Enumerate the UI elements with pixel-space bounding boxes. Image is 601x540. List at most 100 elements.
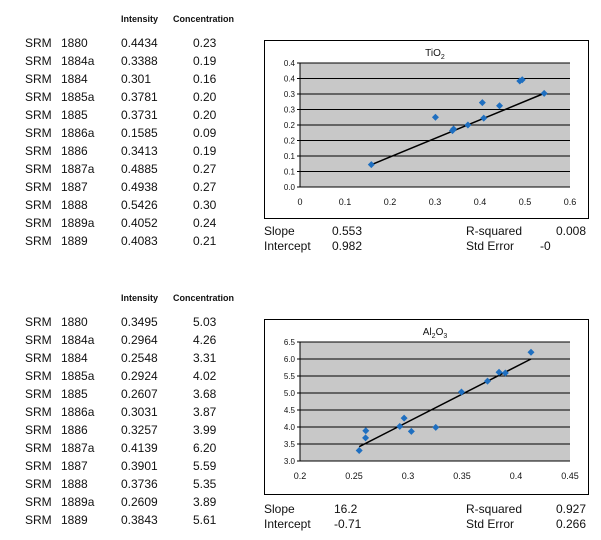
al2o3-chart: 3.0 3.5 4.0 4.5 5.0 5.5 6.0 6.5 0.2 0.25 0.3 0.35 0.… bbox=[284, 327, 579, 481]
intensity-cell: 0.4938 bbox=[121, 180, 158, 194]
concentration-cell: 0.23 bbox=[193, 36, 217, 50]
intensity-cell: 0.2548 bbox=[121, 351, 158, 365]
srm-cell: SRM bbox=[25, 126, 52, 140]
tio2-chart-box: 0.0 0.1 0.1 0.2 0.2 0.3 0.3 0.4 0.4 0 0.1 0.2 0.3 0.4… bbox=[264, 40, 589, 219]
srm-cell: SRM bbox=[25, 423, 52, 437]
rsquared-value: 0.927 bbox=[556, 502, 587, 516]
intensity-cell: 0.4083 bbox=[121, 234, 158, 248]
id-cell: 1884a bbox=[61, 333, 95, 347]
concentration-cell: 4.26 bbox=[193, 333, 217, 347]
srm-cell: SRM bbox=[25, 387, 52, 401]
concentration-cell: 0.16 bbox=[193, 72, 217, 86]
data-point bbox=[367, 161, 375, 169]
std-error-label: Std Error bbox=[466, 239, 515, 253]
id-cell: 1885a bbox=[61, 369, 95, 383]
data-point bbox=[540, 89, 548, 97]
id-cell: 1889a bbox=[61, 495, 95, 509]
x-tick-label: 0.5 bbox=[519, 197, 532, 207]
intensity-cell: 0.3901 bbox=[121, 459, 158, 473]
rsquared-value: 0.008 bbox=[556, 224, 587, 238]
id-cell: 1888 bbox=[61, 477, 88, 491]
srm-cell: SRM bbox=[25, 234, 52, 248]
srm-cell: SRM bbox=[25, 405, 52, 419]
x-tick-label: 0.3 bbox=[402, 471, 415, 481]
data-point bbox=[518, 76, 526, 84]
srm-cell: SRM bbox=[25, 216, 52, 230]
id-cell: 1889 bbox=[61, 234, 88, 248]
id-cell: 1886a bbox=[61, 405, 95, 419]
srm-cell: SRM bbox=[25, 495, 52, 509]
concentration-cell: 0.19 bbox=[193, 144, 217, 158]
srm-cell: SRM bbox=[25, 369, 52, 383]
concentration-cell: 3.31 bbox=[193, 351, 217, 365]
intensity-cell: 0.301 bbox=[121, 72, 152, 86]
srm-cell: SRM bbox=[25, 315, 52, 329]
data-point bbox=[432, 423, 440, 431]
x-tick-label: 0.4 bbox=[474, 197, 487, 207]
x-tick-label: 0.25 bbox=[345, 471, 363, 481]
intensity-cell: 0.3781 bbox=[121, 90, 158, 104]
concentration-cell: 6.20 bbox=[193, 441, 217, 455]
y-tick-label: 0.2 bbox=[284, 137, 296, 146]
std-error-value: -0 bbox=[540, 239, 551, 253]
x-tick-label: 0.35 bbox=[453, 471, 471, 481]
title-text: TiO bbox=[425, 48, 441, 59]
concentration-cell: 5.35 bbox=[193, 477, 217, 491]
title-subscript: 2 bbox=[441, 54, 445, 61]
y-tick-label: 0.2 bbox=[284, 121, 296, 130]
slope-value: 16.2 bbox=[334, 502, 358, 516]
concentration-cell: 0.20 bbox=[193, 90, 217, 104]
id-cell: 1888 bbox=[61, 198, 88, 212]
intensity-header: Intensity bbox=[121, 293, 159, 303]
std-error-value: 0.266 bbox=[556, 517, 587, 531]
intensity-cell: 0.2924 bbox=[121, 369, 158, 383]
concentration-cell: 5.61 bbox=[193, 513, 217, 527]
data-point bbox=[483, 377, 491, 385]
y-tick-label: 0.3 bbox=[284, 106, 296, 115]
concentration-cell: 0.19 bbox=[193, 54, 217, 68]
srm-cell: SRM bbox=[25, 72, 52, 86]
std-error-label: Std Error bbox=[466, 517, 515, 531]
concentration-cell: 0.27 bbox=[193, 180, 217, 194]
srm-cell: SRM bbox=[25, 513, 52, 527]
srm-cell: SRM bbox=[25, 90, 52, 104]
id-cell: 1885 bbox=[61, 108, 88, 122]
intensity-cell: 0.4434 bbox=[121, 36, 158, 50]
concentration-cell: 3.89 bbox=[193, 495, 217, 509]
concentration-cell: 0.21 bbox=[193, 234, 217, 248]
trendline bbox=[371, 92, 545, 166]
intensity-cell: 0.4885 bbox=[121, 162, 158, 176]
data-point bbox=[501, 369, 509, 377]
concentration-cell: 0.24 bbox=[193, 216, 217, 230]
intercept-value: -0.71 bbox=[334, 517, 362, 531]
intensity-cell: 0.4139 bbox=[121, 441, 158, 455]
srm-cell: SRM bbox=[25, 54, 52, 68]
data-point bbox=[407, 427, 415, 435]
y-tick-label: 0.4 bbox=[284, 59, 296, 68]
srm-cell: SRM bbox=[25, 108, 52, 122]
srm-cell: SRM bbox=[25, 144, 52, 158]
data-point bbox=[396, 422, 404, 430]
intensity-cell: 0.5426 bbox=[121, 198, 158, 212]
srm-cell: SRM bbox=[25, 459, 52, 473]
id-cell: 1886 bbox=[61, 144, 88, 158]
concentration-header: Concentration bbox=[173, 14, 235, 24]
y-tick-label: 3.0 bbox=[284, 457, 296, 466]
intensity-cell: 0.4052 bbox=[121, 216, 158, 230]
title-text: Al bbox=[423, 327, 432, 338]
id-cell: 1889 bbox=[61, 513, 88, 527]
concentration-cell: 5.59 bbox=[193, 459, 217, 473]
srm-cell: SRM bbox=[25, 198, 52, 212]
concentration-cell: 3.68 bbox=[193, 387, 217, 401]
x-tick-label: 0.2 bbox=[384, 197, 397, 207]
y-tick-label: 0.0 bbox=[284, 183, 296, 192]
y-tick-label: 0.1 bbox=[284, 152, 296, 161]
srm-cell: SRM bbox=[25, 477, 52, 491]
rsquared-label: R-squared bbox=[466, 502, 523, 516]
data-point bbox=[516, 77, 524, 85]
intensity-cell: 0.2607 bbox=[121, 387, 158, 401]
intensity-cell: 0.3257 bbox=[121, 423, 158, 437]
concentration-cell: 4.02 bbox=[193, 369, 217, 383]
id-cell: 1880 bbox=[61, 36, 88, 50]
id-cell: 1885a bbox=[61, 90, 95, 104]
